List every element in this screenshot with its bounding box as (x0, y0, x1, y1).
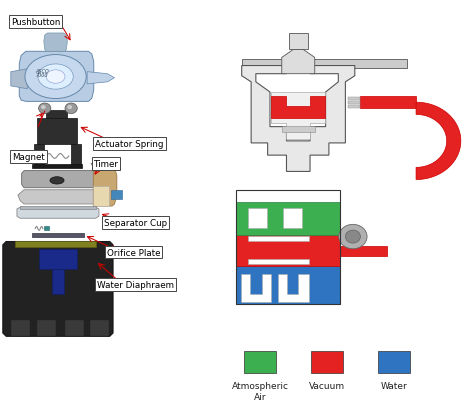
Polygon shape (359, 97, 416, 109)
Polygon shape (11, 70, 27, 90)
Polygon shape (348, 106, 359, 109)
Polygon shape (282, 50, 315, 74)
Ellipse shape (46, 71, 65, 84)
Polygon shape (340, 246, 387, 256)
Polygon shape (11, 320, 30, 337)
Ellipse shape (38, 65, 73, 90)
Polygon shape (91, 164, 119, 168)
Polygon shape (18, 190, 100, 204)
Text: Magnet: Magnet (12, 153, 45, 162)
Polygon shape (248, 209, 267, 229)
Polygon shape (20, 207, 96, 209)
Polygon shape (19, 52, 94, 102)
Text: Separator Cup: Separator Cup (104, 218, 167, 227)
Polygon shape (242, 66, 355, 172)
Circle shape (67, 106, 72, 110)
Bar (378, 351, 410, 373)
Polygon shape (242, 60, 407, 68)
Polygon shape (36, 119, 77, 144)
Polygon shape (65, 320, 84, 337)
Polygon shape (289, 34, 308, 50)
Circle shape (41, 106, 46, 110)
Polygon shape (90, 320, 109, 337)
Polygon shape (39, 249, 77, 270)
Polygon shape (52, 270, 64, 294)
Polygon shape (93, 186, 109, 207)
Polygon shape (272, 93, 325, 139)
Polygon shape (36, 320, 55, 337)
Bar (244, 351, 276, 373)
Polygon shape (35, 144, 44, 168)
Polygon shape (93, 166, 117, 207)
Polygon shape (32, 234, 84, 237)
Polygon shape (283, 209, 302, 229)
Polygon shape (3, 242, 113, 337)
Circle shape (65, 104, 77, 115)
Circle shape (346, 231, 360, 243)
Polygon shape (416, 103, 461, 180)
Polygon shape (236, 267, 340, 304)
Bar (44, 227, 48, 231)
Polygon shape (236, 235, 340, 267)
Polygon shape (248, 236, 309, 241)
Text: 7000: 7000 (36, 72, 48, 78)
Text: Timer: Timer (93, 160, 118, 169)
Polygon shape (241, 275, 272, 302)
Bar (111, 191, 121, 200)
Polygon shape (71, 144, 81, 168)
Polygon shape (272, 97, 325, 119)
Text: Orifice Plate: Orifice Plate (107, 248, 160, 257)
Circle shape (339, 225, 367, 249)
Polygon shape (236, 202, 340, 235)
Text: Atmospheric
Air: Atmospheric Air (232, 381, 289, 400)
Ellipse shape (25, 55, 86, 99)
Circle shape (38, 104, 51, 115)
Polygon shape (17, 208, 99, 219)
Polygon shape (87, 72, 115, 85)
Text: Vacuum: Vacuum (310, 381, 346, 390)
Polygon shape (46, 111, 67, 119)
Text: Water: Water (381, 381, 408, 390)
Polygon shape (282, 126, 315, 132)
Polygon shape (348, 98, 359, 101)
Polygon shape (248, 259, 309, 264)
Polygon shape (348, 102, 359, 105)
Polygon shape (32, 165, 82, 169)
Text: Actuator Spring: Actuator Spring (95, 140, 164, 149)
Bar (311, 351, 344, 373)
Text: ASCO: ASCO (36, 68, 49, 74)
Polygon shape (44, 34, 67, 52)
Polygon shape (15, 242, 96, 247)
Ellipse shape (50, 177, 64, 184)
Polygon shape (278, 275, 309, 302)
Polygon shape (22, 171, 96, 188)
Text: Pushbutton: Pushbutton (10, 18, 60, 27)
Text: Water Diaphraem: Water Diaphraem (97, 281, 174, 290)
